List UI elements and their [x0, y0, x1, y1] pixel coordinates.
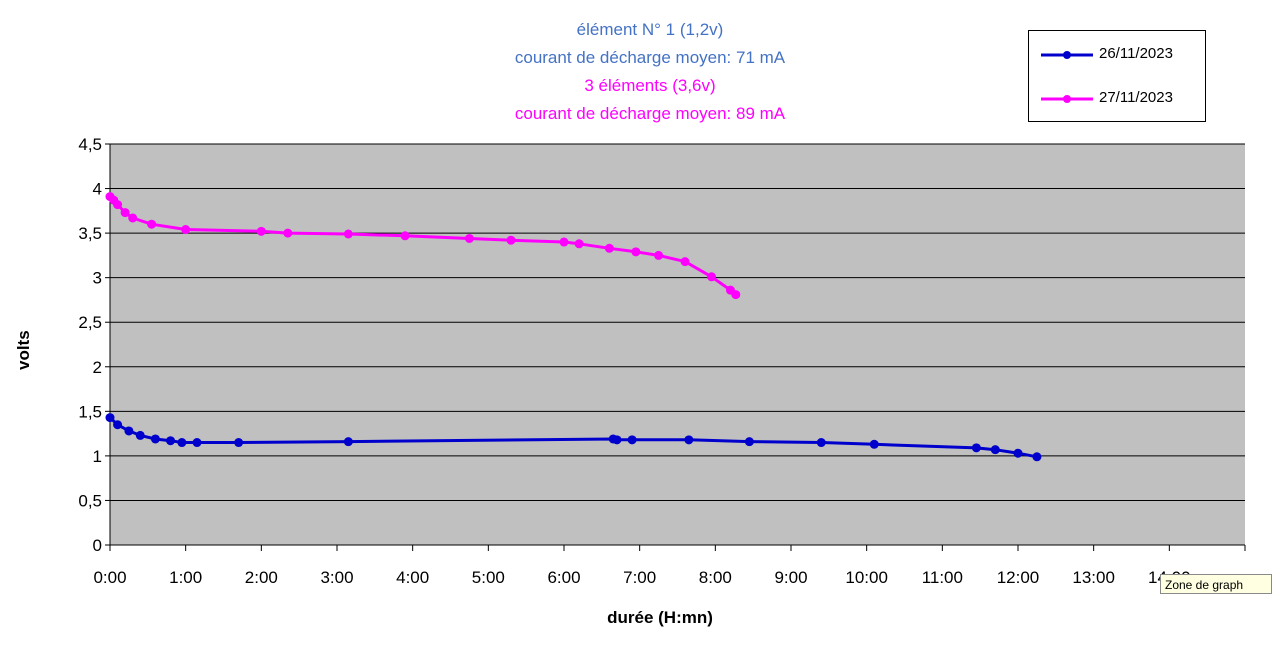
data-point[interactable] [234, 438, 244, 448]
gridlines [110, 143, 1245, 501]
data-point[interactable] [150, 434, 160, 444]
y-tick-label: 2 [93, 358, 102, 377]
data-point[interactable] [192, 438, 202, 448]
data-point[interactable] [707, 272, 717, 282]
x-tick-label: 10:00 [845, 568, 888, 587]
data-point[interactable] [604, 243, 614, 253]
data-point[interactable] [124, 426, 134, 436]
series-2 [105, 192, 741, 300]
x-tick-label: 4:00 [396, 568, 429, 587]
legend-item-1: 26/11/2023 [1039, 45, 1199, 65]
data-point[interactable] [654, 250, 664, 260]
title-line-2: courant de décharge moyen: 71 mA [514, 48, 786, 67]
x-tick-label: 1:00 [169, 568, 202, 587]
axes [105, 143, 1246, 551]
data-point[interactable] [612, 435, 622, 445]
series-line [108, 195, 737, 296]
data-point[interactable] [256, 226, 266, 236]
data-point[interactable] [177, 438, 187, 448]
legend[interactable]: 26/11/2023 27/11/2023 [1028, 30, 1206, 122]
y-tick-label: 4 [93, 180, 102, 199]
data-point[interactable] [128, 213, 138, 223]
x-tick-label: 13:00 [1072, 568, 1115, 587]
y-tick-label: 2,5 [78, 313, 102, 332]
data-point[interactable] [631, 247, 641, 257]
y-tick-label: 3 [93, 269, 102, 288]
x-tick-label: 8:00 [699, 568, 732, 587]
legend-swatch-2 [1041, 95, 1093, 103]
x-tick-label: 2:00 [245, 568, 278, 587]
series-group [105, 192, 1042, 462]
data-point[interactable] [147, 219, 157, 229]
title-line-4: courant de décharge moyen: 89 mA [514, 104, 786, 123]
y-tick-label: 0 [93, 536, 102, 555]
y-tick-label: 4,5 [78, 135, 102, 154]
x-tick-label: 5:00 [472, 568, 505, 587]
series-1 [105, 413, 1042, 462]
tick-labels: 0 0,5 1 1,5 2 2,5 3 3,5 4 4,5 0:00 1:00 2:00 3:00 4:00… [78, 135, 1190, 587]
data-point[interactable] [113, 420, 123, 430]
data-point[interactable] [166, 436, 176, 446]
chart-area-tooltip: Zone de graph [1160, 574, 1272, 594]
title-line-1: élément N° 1 (1,2v) [576, 20, 724, 39]
data-point[interactable] [283, 228, 293, 238]
x-axis-label: durée (H:mn) [607, 608, 713, 627]
y-tick-label: 1,5 [78, 402, 102, 421]
x-tick-label: 7:00 [623, 568, 656, 587]
legend-label-1: 26/11/2023 [1099, 45, 1173, 62]
x-tick-label: 12:00 [997, 568, 1040, 587]
y-tick-label: 0,5 [78, 491, 102, 510]
data-point[interactable] [731, 290, 741, 300]
y-axis-label: volts [14, 330, 33, 370]
x-tick-label: 3:00 [320, 568, 353, 587]
data-point[interactable] [990, 445, 1000, 455]
data-point[interactable] [181, 225, 191, 235]
y-tick-label: 1 [93, 447, 102, 466]
data-point[interactable] [627, 435, 637, 445]
x-tick-label: 11:00 [922, 568, 963, 587]
data-point[interactable] [1032, 452, 1042, 462]
data-point[interactable] [113, 200, 123, 210]
data-point[interactable] [559, 237, 569, 247]
legend-label-2: 27/11/2023 [1099, 89, 1173, 106]
plot-area[interactable] [110, 144, 1245, 545]
data-point[interactable] [343, 229, 353, 239]
data-point[interactable] [120, 208, 130, 218]
data-point[interactable] [816, 438, 826, 448]
data-point[interactable] [464, 233, 474, 243]
data-point[interactable] [343, 437, 353, 447]
data-point[interactable] [1013, 448, 1023, 458]
data-point[interactable] [684, 435, 694, 445]
legend-item-2: 27/11/2023 [1039, 89, 1199, 109]
x-tick-label: 6:00 [547, 568, 580, 587]
data-point[interactable] [135, 430, 145, 440]
y-tick-label: 3,5 [78, 224, 102, 243]
x-tick-label: 0:00 [93, 568, 126, 587]
x-tick-label: 9:00 [774, 568, 807, 587]
legend-swatch-1 [1041, 51, 1093, 59]
data-point[interactable] [400, 231, 410, 241]
data-point[interactable] [105, 413, 115, 423]
data-point[interactable] [506, 235, 516, 245]
data-point[interactable] [744, 437, 754, 447]
data-point[interactable] [869, 439, 879, 449]
data-point[interactable] [574, 239, 584, 249]
data-point[interactable] [971, 443, 981, 453]
title-line-3: 3 éléments (3,6v) [584, 76, 716, 95]
data-point[interactable] [680, 257, 690, 267]
